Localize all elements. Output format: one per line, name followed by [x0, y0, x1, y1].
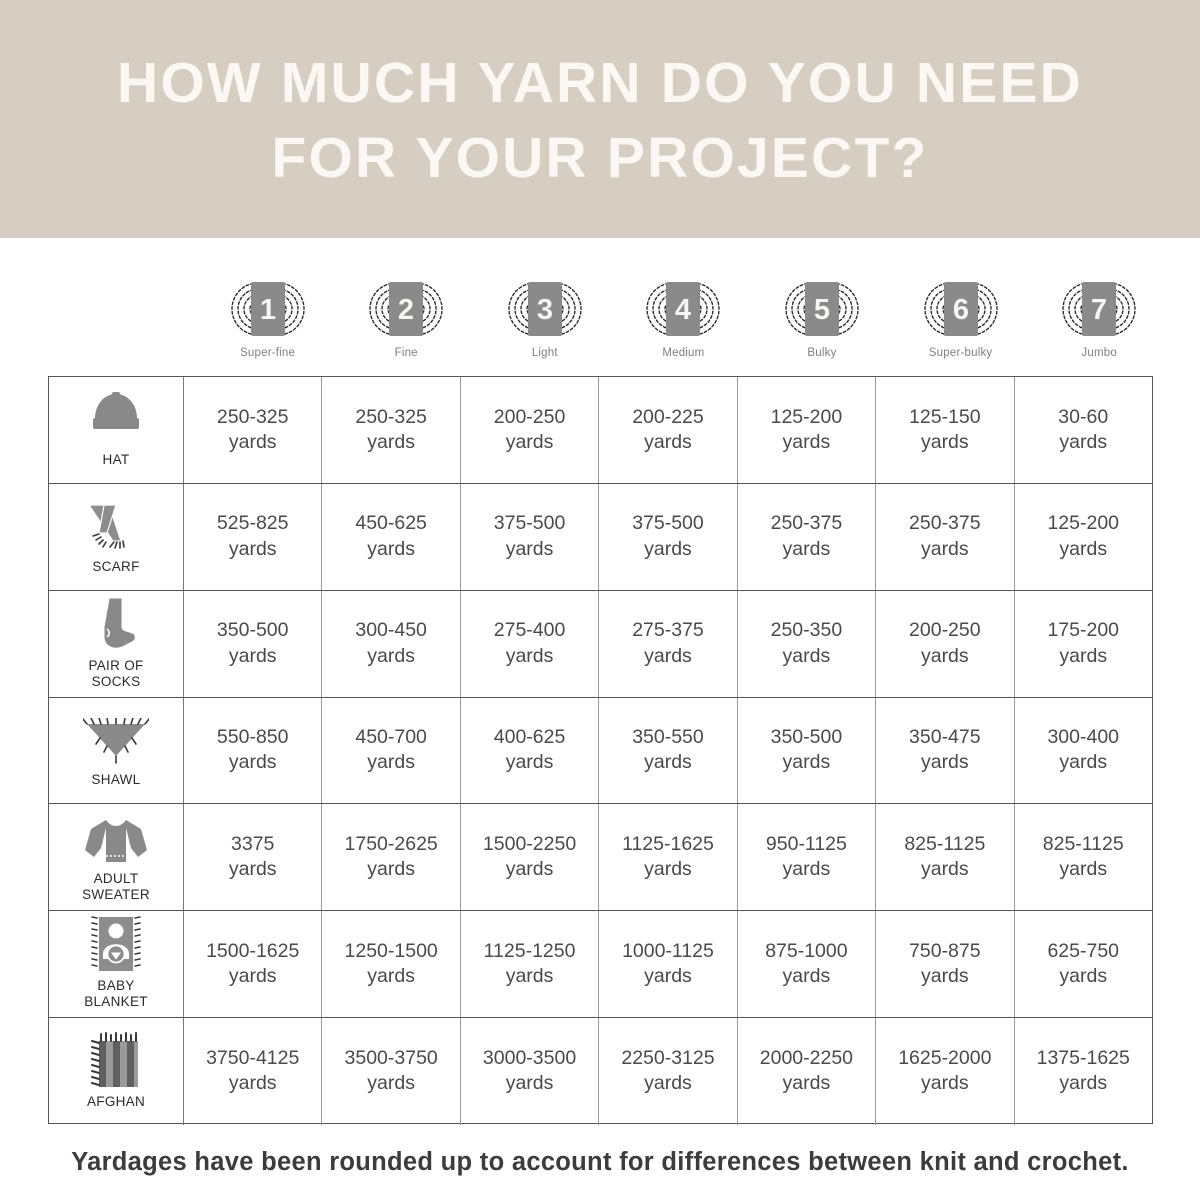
svg-text:2: 2: [398, 294, 414, 326]
svg-text:6: 6: [953, 294, 969, 326]
svg-text:1: 1: [260, 294, 276, 326]
svg-text:5: 5: [814, 294, 830, 326]
svg-text:3: 3: [537, 294, 553, 326]
svg-text:4: 4: [675, 294, 691, 326]
svg-text:7: 7: [1091, 294, 1107, 326]
